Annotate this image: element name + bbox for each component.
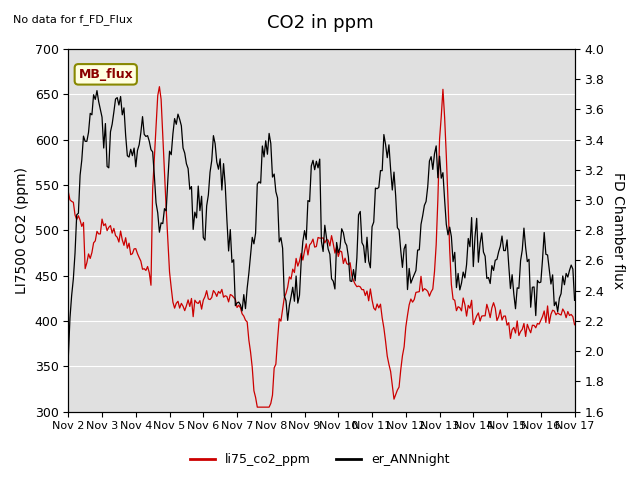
Legend: li75_co2_ppm, er_ANNnight: li75_co2_ppm, er_ANNnight bbox=[186, 448, 454, 471]
Y-axis label: LI7500 CO2 (ppm): LI7500 CO2 (ppm) bbox=[15, 167, 29, 294]
Y-axis label: FD Chamber flux: FD Chamber flux bbox=[611, 172, 625, 289]
Text: MB_flux: MB_flux bbox=[79, 68, 133, 81]
Text: No data for f_FD_Flux: No data for f_FD_Flux bbox=[13, 14, 132, 25]
Text: CO2 in ppm: CO2 in ppm bbox=[267, 14, 373, 33]
